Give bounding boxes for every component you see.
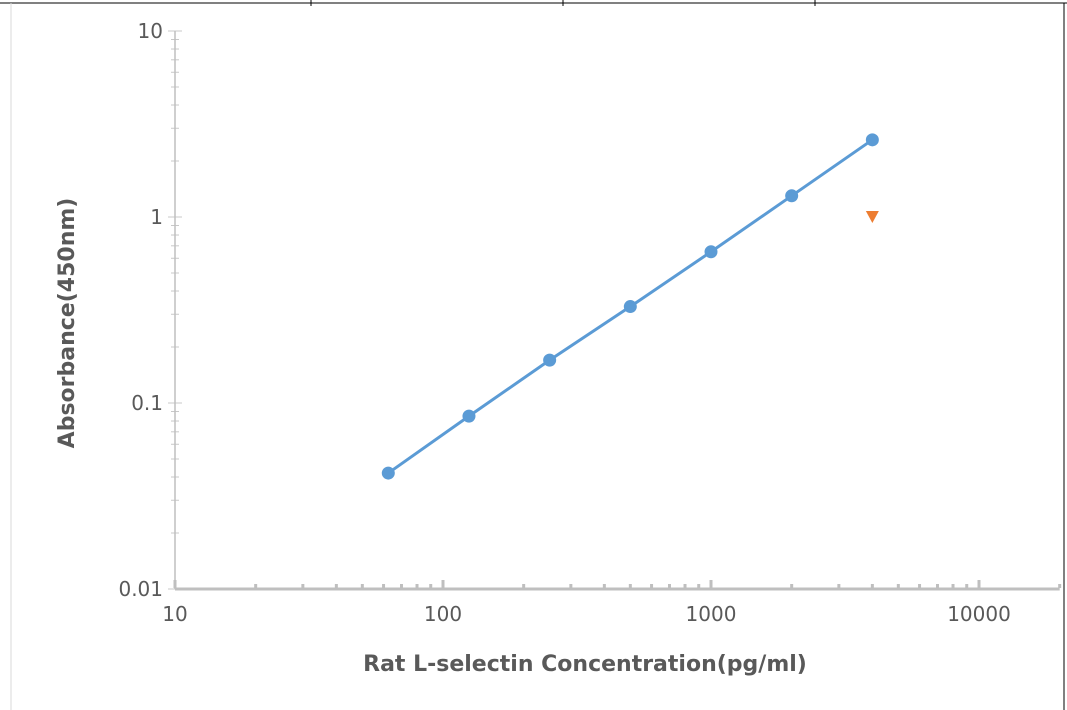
- data-point: [865, 133, 879, 147]
- y-tick-label: 0.1: [131, 391, 163, 415]
- data-point: [462, 409, 476, 423]
- y-tick-labels: 0.01 0.1 1 10: [118, 19, 163, 601]
- x-tick-labels: 10 100 1000 10000: [162, 602, 1011, 626]
- y-axis-title: Absorbance(450nm): [55, 198, 80, 449]
- x-minor-ticks: [173, 580, 1062, 588]
- data-point-triangle: [865, 211, 879, 223]
- y-tick-label: 0.01: [118, 577, 163, 601]
- series-layer: [381, 133, 879, 480]
- data-point: [543, 353, 557, 367]
- data-point: [623, 300, 637, 314]
- y-tick-label: 10: [138, 19, 163, 43]
- y-tick-label: 1: [150, 205, 163, 229]
- x-tick-label: 10000: [947, 602, 1011, 626]
- data-point: [381, 466, 395, 480]
- x-tick-label: 1000: [686, 602, 737, 626]
- x-tick-label: 10: [162, 602, 187, 626]
- x-axis-title: Rat L-selectin Concentration(pg/ml): [363, 652, 807, 677]
- x-tick-label: 100: [424, 602, 462, 626]
- series-group: [381, 133, 879, 480]
- series-group: [865, 211, 879, 223]
- data-point: [704, 245, 718, 259]
- data-point: [785, 189, 799, 203]
